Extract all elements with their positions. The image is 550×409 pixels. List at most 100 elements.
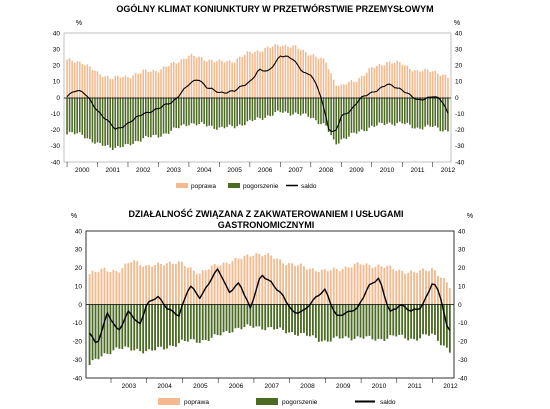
c2-bar-pogorszenie [422, 304, 424, 335]
c2-bar-pogorszenie [368, 304, 371, 336]
c1-bar-poprawa [170, 62, 172, 98]
c1-bar-poprawa [200, 57, 203, 98]
c1-bar-pogorszenie [89, 97, 91, 140]
c2-x-tick-label: 2012 [443, 383, 458, 390]
c1-bar-pogorszenie [84, 97, 86, 139]
c1-bar-poprawa [221, 60, 223, 98]
c1-y-tick-right: 0 [455, 95, 459, 102]
c2-bar-poprawa [216, 265, 219, 305]
c1-bar-pogorszenie [122, 97, 124, 148]
c2-bar-poprawa [118, 272, 121, 305]
c1-bar-poprawa [429, 72, 431, 98]
c2-bar-poprawa [442, 277, 445, 305]
c2-bar-poprawa [329, 270, 332, 305]
c1-bar-pogorszenie [442, 97, 444, 132]
c2-bar-poprawa [145, 265, 148, 305]
c2-bar-pogorszenie [407, 304, 410, 341]
c2-bar-pogorszenie [300, 304, 302, 334]
c1-bar-poprawa [205, 61, 208, 98]
c1-bar-pogorszenie [274, 97, 277, 113]
c1-bar-poprawa [304, 51, 307, 98]
c2-bar-pogorszenie [276, 304, 279, 329]
c1-bar-pogorszenie [236, 97, 238, 127]
c1-bar-poprawa [91, 70, 94, 98]
c2-bar-pogorszenie [416, 304, 419, 341]
c1-bar-pogorszenie [94, 97, 96, 144]
c1-bar-pogorszenie [213, 97, 216, 129]
c1-bar-poprawa [96, 71, 99, 98]
c1-bar-poprawa [66, 59, 68, 98]
c1-bar-pogorszenie [398, 97, 401, 122]
c1-x-tick-label: 2012 [441, 167, 456, 174]
c2-bar-poprawa [207, 269, 210, 305]
c2-bar-poprawa [160, 264, 162, 305]
c1-bar-pogorszenie [139, 97, 142, 142]
c2-bar-poprawa [279, 259, 282, 305]
c1-y-tick-left: -40 [51, 159, 61, 166]
c2-bar-pogorszenie [139, 304, 142, 352]
c2-bar-poprawa [249, 256, 252, 305]
c2-bar-poprawa [130, 262, 133, 305]
chart-1-y-left-label: % [76, 20, 82, 27]
c1-bar-poprawa [345, 84, 348, 98]
c1-bar-pogorszenie [426, 97, 429, 125]
c2-bar-poprawa [136, 261, 139, 305]
c2-y-tick-right: 40 [458, 228, 466, 235]
c2-bar-pogorszenie [282, 304, 285, 330]
c2-bar-poprawa [395, 271, 398, 305]
c1-bar-pogorszenie [376, 97, 378, 126]
c1-bar-pogorszenie [266, 97, 269, 116]
c1-bar-poprawa [134, 73, 137, 98]
c2-bar-poprawa [121, 268, 124, 305]
c1-bar-poprawa [89, 66, 91, 98]
c1-bar-pogorszenie [378, 97, 381, 123]
c1-bar-pogorszenie [343, 97, 345, 139]
c1-bar-poprawa [391, 63, 393, 98]
c2-bar-poprawa [180, 261, 183, 305]
c2-bar-pogorszenie [401, 304, 404, 335]
c2-bar-poprawa [177, 261, 180, 305]
c2-y-tick-right: 20 [458, 265, 466, 272]
chart-2: DZIAŁALNOŚĆ ZWIĄZANA Z ZAKWATEROWANIEM I… [71, 208, 473, 406]
c1-bar-pogorszenie [101, 97, 104, 146]
c2-bar-pogorszenie [118, 304, 121, 349]
c1-bar-poprawa [310, 55, 312, 98]
c1-x-tick-label: 2011 [410, 167, 424, 174]
c1-bar-pogorszenie [355, 97, 358, 134]
c2-bar-poprawa [148, 264, 151, 305]
c2-bar-poprawa [243, 255, 246, 305]
c1-bar-pogorszenie [203, 97, 205, 125]
c1-bar-poprawa [330, 73, 332, 98]
c1-bar-pogorszenie [147, 97, 150, 138]
c2-bar-poprawa [234, 257, 237, 305]
c2-bar-poprawa [237, 258, 240, 305]
c1-bar-poprawa [238, 56, 241, 98]
c1-bar-pogorszenie [294, 97, 297, 113]
c1-bar-poprawa [195, 57, 198, 98]
c2-y-tick-right: -40 [458, 375, 468, 382]
c2-bar-pogorszenie [249, 304, 252, 326]
c2-y-tick-left: 0 [78, 302, 82, 309]
c1-bar-pogorszenie [310, 97, 312, 119]
c1-bar-poprawa [129, 78, 132, 98]
c2-bar-poprawa [294, 265, 296, 305]
chart-2-y-ticks-left: -40 -30 -20 -10 0 10 20 30 40 [73, 228, 83, 382]
c2-bar-poprawa [434, 270, 436, 305]
c1-bar-pogorszenie [160, 97, 162, 137]
c2-bar-poprawa [133, 260, 136, 305]
c1-bar-pogorszenie [358, 97, 360, 132]
c1-bar-pogorszenie [218, 97, 221, 128]
c1-bar-pogorszenie [170, 97, 172, 131]
c1-bar-pogorszenie [137, 97, 139, 142]
chart-1-x-ticks: 2000 2001 2002 2003 2004 2005 2006 2007 2008 2009… [66, 162, 456, 174]
c1-bar-poprawa [348, 81, 350, 98]
c1-bar-poprawa [431, 71, 434, 98]
c1-bar-poprawa [155, 71, 157, 98]
c2-bar-poprawa [91, 270, 94, 305]
c2-bar-pogorszenie [258, 304, 261, 327]
c2-bar-pogorszenie [261, 304, 264, 330]
c1-bar-poprawa [437, 73, 439, 98]
c1-bar-pogorszenie [337, 97, 340, 144]
c2-bar-pogorszenie [91, 304, 94, 361]
c1-x-tick-label: 2002 [136, 167, 151, 174]
